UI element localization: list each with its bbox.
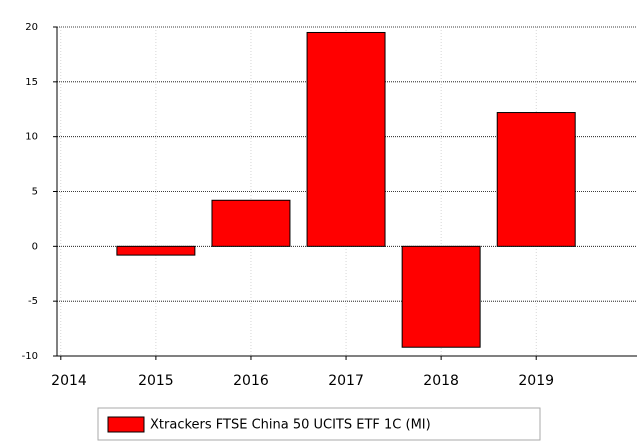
x-tick-label: 2014 [51, 373, 87, 389]
y-tick-label: -10 [22, 351, 38, 362]
bar [211, 199, 291, 247]
x-tick-label: 2017 [328, 373, 364, 389]
x-tick-label: 2015 [138, 373, 174, 389]
bar [116, 245, 196, 256]
y-tick-label: 0 [32, 241, 38, 252]
y-tick-label: 15 [25, 77, 38, 88]
y-tick-label: 10 [25, 132, 38, 143]
y-tick-label: 20 [25, 22, 38, 33]
legend-box [97, 407, 541, 441]
bar [496, 112, 576, 247]
y-tick-label: 5 [32, 187, 38, 198]
x-tick-label: 2019 [518, 373, 554, 389]
x-tick-label: 2018 [423, 373, 459, 389]
bar [306, 31, 386, 247]
y-tick-label: -5 [28, 296, 38, 307]
legend-swatch [107, 416, 145, 433]
bar [401, 245, 481, 348]
x-tick-label: 2016 [233, 373, 269, 389]
legend-label: Xtrackers FTSE China 50 UCITS ETF 1C (MI… [150, 418, 431, 433]
